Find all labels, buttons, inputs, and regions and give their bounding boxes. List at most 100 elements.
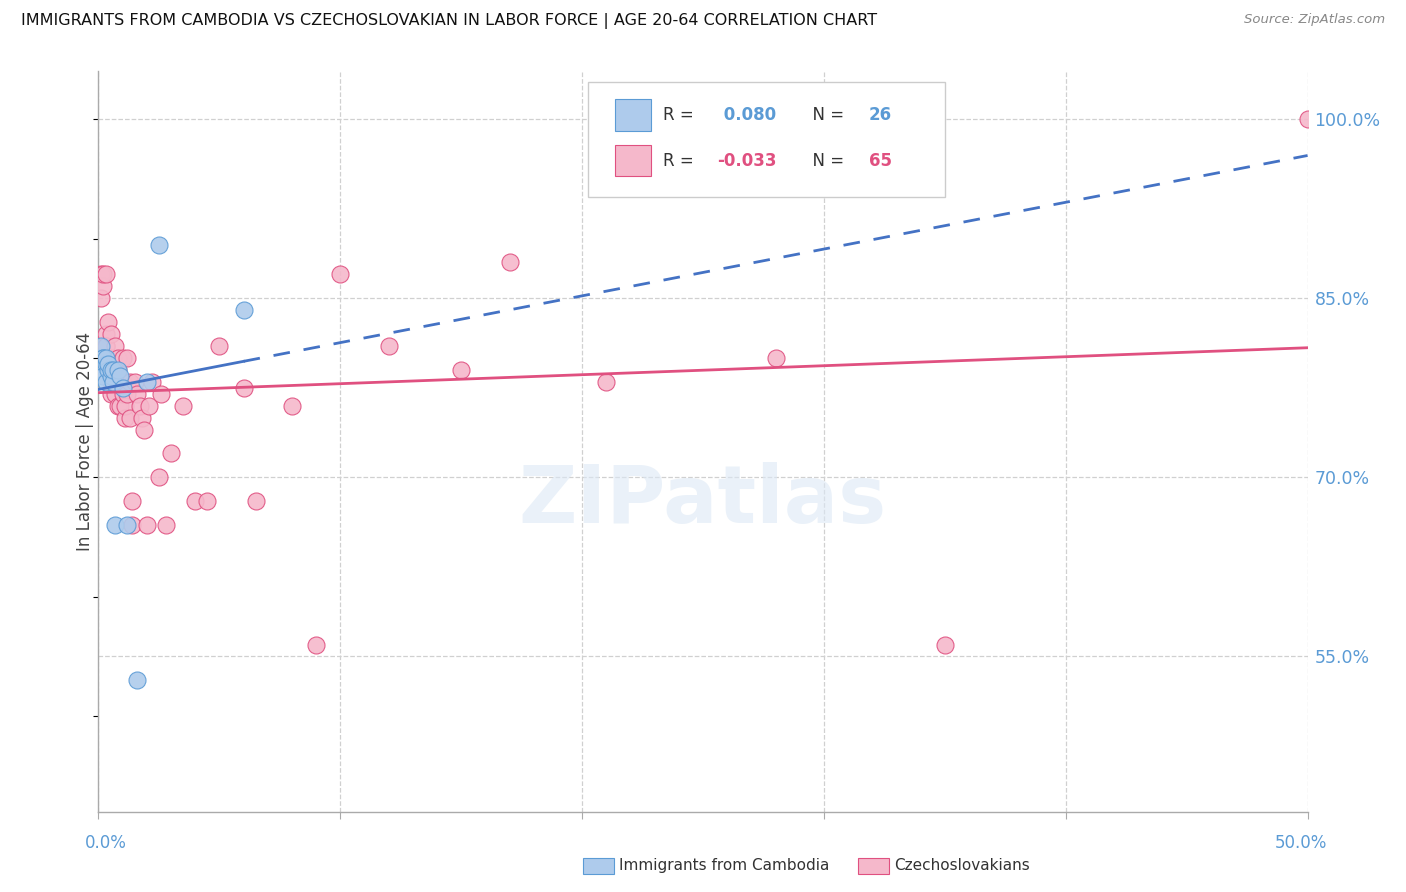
Point bbox=[97, 351, 120, 365]
Point bbox=[101, 375, 124, 389]
Point bbox=[377, 339, 399, 353]
Point bbox=[97, 357, 120, 371]
Point bbox=[108, 399, 131, 413]
Point bbox=[100, 368, 122, 383]
Point bbox=[91, 363, 114, 377]
Text: Czechoslovakians: Czechoslovakians bbox=[894, 858, 1031, 872]
Point bbox=[131, 410, 153, 425]
FancyBboxPatch shape bbox=[614, 145, 651, 177]
FancyBboxPatch shape bbox=[614, 100, 651, 130]
Text: -0.033: -0.033 bbox=[717, 152, 778, 170]
Point bbox=[232, 303, 254, 318]
Point bbox=[141, 375, 163, 389]
Point bbox=[100, 386, 122, 401]
Point bbox=[329, 268, 352, 282]
Point bbox=[91, 351, 114, 365]
Point bbox=[450, 363, 472, 377]
Point bbox=[121, 494, 143, 508]
Point bbox=[595, 375, 617, 389]
Point bbox=[114, 399, 136, 413]
Point bbox=[108, 368, 131, 383]
Point bbox=[148, 237, 170, 252]
Text: 65: 65 bbox=[869, 152, 891, 170]
Text: N =: N = bbox=[803, 106, 849, 124]
Point bbox=[117, 518, 139, 533]
Point bbox=[107, 399, 129, 413]
Point bbox=[281, 399, 304, 413]
Point bbox=[104, 518, 127, 533]
Point bbox=[765, 351, 787, 365]
Point bbox=[150, 386, 173, 401]
Point bbox=[91, 351, 114, 365]
Text: 0.080: 0.080 bbox=[717, 106, 776, 124]
Text: 26: 26 bbox=[869, 106, 891, 124]
Point bbox=[135, 518, 157, 533]
Point bbox=[94, 375, 117, 389]
Point bbox=[101, 363, 124, 377]
Point bbox=[245, 494, 267, 508]
Y-axis label: In Labor Force | Age 20-64: In Labor Force | Age 20-64 bbox=[76, 332, 94, 551]
Point bbox=[111, 351, 134, 365]
Point bbox=[91, 268, 114, 282]
Point bbox=[117, 386, 139, 401]
Point bbox=[104, 386, 127, 401]
Point bbox=[934, 638, 956, 652]
Point bbox=[127, 386, 149, 401]
Point bbox=[91, 279, 114, 293]
Point bbox=[1296, 112, 1319, 127]
Point bbox=[107, 363, 129, 377]
Text: Source: ZipAtlas.com: Source: ZipAtlas.com bbox=[1244, 13, 1385, 27]
FancyBboxPatch shape bbox=[588, 82, 945, 197]
Point bbox=[160, 446, 183, 460]
Point bbox=[121, 518, 143, 533]
Point bbox=[124, 375, 146, 389]
Point bbox=[94, 357, 117, 371]
Point bbox=[90, 357, 112, 371]
Point bbox=[111, 386, 134, 401]
Point bbox=[118, 410, 141, 425]
Point bbox=[195, 494, 218, 508]
Point bbox=[148, 470, 170, 484]
Point bbox=[90, 291, 112, 305]
Point bbox=[107, 351, 129, 365]
Point bbox=[232, 381, 254, 395]
Point bbox=[101, 375, 124, 389]
Point bbox=[118, 375, 141, 389]
Point bbox=[128, 399, 150, 413]
Point bbox=[127, 673, 149, 688]
Point bbox=[91, 368, 114, 383]
Point bbox=[94, 339, 117, 353]
Point bbox=[100, 363, 122, 377]
Point bbox=[107, 363, 129, 377]
Point bbox=[134, 423, 156, 437]
Text: Immigrants from Cambodia: Immigrants from Cambodia bbox=[619, 858, 830, 872]
Point bbox=[90, 268, 112, 282]
Point bbox=[90, 339, 112, 353]
Text: 50.0%: 50.0% bbox=[1274, 834, 1327, 852]
Point bbox=[94, 327, 117, 342]
Text: N =: N = bbox=[803, 152, 849, 170]
Point bbox=[91, 351, 114, 365]
Point bbox=[101, 351, 124, 365]
Point bbox=[172, 399, 194, 413]
Text: R =: R = bbox=[664, 106, 699, 124]
Point bbox=[104, 363, 127, 377]
Point bbox=[101, 363, 124, 377]
Point bbox=[155, 518, 177, 533]
Point bbox=[87, 351, 110, 365]
Point bbox=[104, 339, 127, 353]
Point bbox=[111, 381, 134, 395]
Point bbox=[108, 375, 131, 389]
Point bbox=[114, 410, 136, 425]
Point bbox=[90, 351, 112, 365]
Point bbox=[100, 375, 122, 389]
Text: ZIPatlas: ZIPatlas bbox=[519, 462, 887, 540]
Point bbox=[208, 339, 231, 353]
Text: R =: R = bbox=[664, 152, 699, 170]
Point bbox=[111, 375, 134, 389]
Text: IMMIGRANTS FROM CAMBODIA VS CZECHOSLOVAKIAN IN LABOR FORCE | AGE 20-64 CORRELATI: IMMIGRANTS FROM CAMBODIA VS CZECHOSLOVAK… bbox=[21, 13, 877, 29]
Point bbox=[498, 255, 520, 269]
Point bbox=[97, 363, 120, 377]
Point bbox=[135, 375, 157, 389]
Point bbox=[97, 363, 120, 377]
